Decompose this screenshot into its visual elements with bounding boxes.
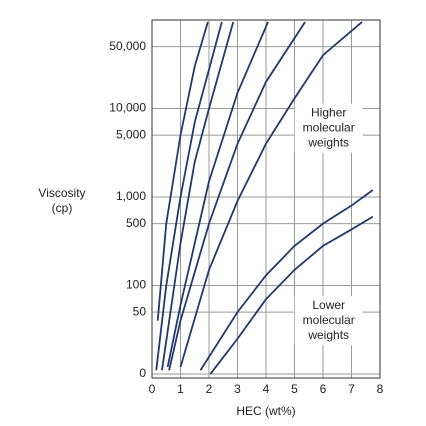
x-tick-label: 5 [291,382,298,396]
x-tick-label: 8 [377,382,384,396]
annotation: weights [307,135,349,149]
curve [156,21,209,321]
annotation: molecular [303,313,355,327]
curve [209,215,374,375]
x-tick-label: 7 [348,382,355,396]
y-tick-label: 5,000 [116,127,146,141]
y-tick-label: 500 [126,216,146,230]
y-tick-label: 10,000 [109,101,146,115]
x-tick-label: 4 [263,382,270,396]
annotation: Lower [312,298,345,312]
y-axis-label: Viscosity [38,186,85,200]
curve [199,189,374,371]
curve [155,21,223,371]
x-tick-label: 3 [234,382,241,396]
annotation-bg [294,103,363,153]
x-tick-label: 6 [320,382,327,396]
y-tick-label: 50 [133,304,147,318]
curve [166,21,269,368]
y-tick-label: 0 [139,366,146,380]
y-tick-label: 100 [126,278,146,292]
curve [179,21,363,368]
x-tick-label: 0 [149,382,156,396]
y-tick-label: 1,000 [116,189,146,203]
x-tick-label: 1 [177,382,184,396]
y-axis-label: (cp) [52,201,73,215]
annotation-bg [294,296,363,346]
x-tick-label: 2 [206,382,213,396]
annotation: weights [307,328,349,342]
curve [161,21,235,371]
annotation: Higher [311,105,346,119]
curve [168,21,306,371]
y-tick-label: 50,000 [109,39,146,53]
plot-frame [151,19,381,379]
x-axis-label: HEC (wt%) [236,404,295,418]
annotation: molecular [303,120,355,134]
